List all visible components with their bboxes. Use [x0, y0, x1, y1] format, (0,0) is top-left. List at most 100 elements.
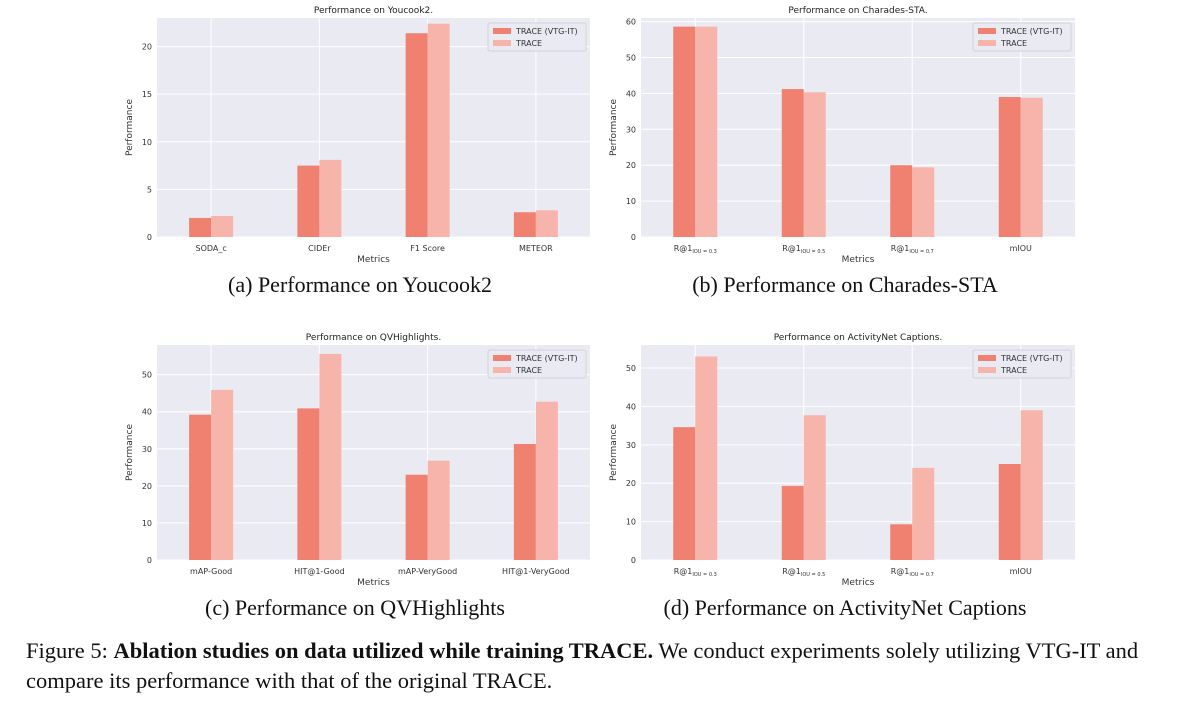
legend: TRACE (VTG-IT) TRACE [972, 22, 1072, 52]
y-tick-label: 15 [142, 90, 152, 99]
y-tick-label: 10 [142, 138, 152, 147]
bar-trace [211, 389, 234, 560]
legend: TRACE (VTG-IT) TRACE [487, 22, 587, 52]
y-tick-label: 40 [626, 89, 636, 98]
x-tick-main: HIT@1-Good [294, 567, 345, 576]
x-tick-label: METEOR [519, 244, 553, 253]
bar-trace-vtg-it [781, 485, 804, 560]
x-tick-sub: IOU = 0.5 [801, 572, 825, 578]
legend-box [972, 22, 1072, 52]
bar-trace-vtg-it [513, 443, 536, 560]
x-tick-label: mAP-Good [190, 567, 232, 576]
y-tick-label: 60 [626, 18, 636, 27]
legend-label: TRACE (VTG-IT) [515, 27, 578, 36]
bar-trace [1020, 410, 1043, 560]
chart-youcook2-svg: 0 5 10 15 20 SODA_c CIDEr F1 Score METEOR Perform… [125, 6, 590, 265]
x-tick-label: SODA_c [195, 244, 226, 253]
legend-label: TRACE [515, 366, 542, 375]
legend-box [972, 349, 1072, 379]
y-tick-label: 50 [626, 53, 636, 62]
chart-title: Performance on Charades-STA. [788, 6, 927, 16]
legend-swatch [978, 355, 996, 361]
bar-trace-vtg-it [189, 414, 212, 560]
y-tick-label: 40 [142, 408, 152, 417]
x-tick-sub: IOU = 0.7 [909, 249, 933, 255]
plot-area [157, 18, 590, 237]
x-tick-main: R@1 [674, 567, 693, 576]
y-tick-label: 5 [147, 185, 152, 194]
x-tick-label: mAP-VeryGood [398, 567, 457, 576]
bar-trace [695, 356, 718, 560]
bar-trace-vtg-it [998, 464, 1021, 560]
x-tick-label: R@1IOU = 0.3 [674, 244, 717, 255]
figure-caption-text: We conduct experiments solely utilizing … [26, 638, 1139, 693]
bar-trace [535, 210, 558, 237]
x-tick-main: R@1 [891, 244, 910, 253]
y-tick-label: 40 [626, 402, 636, 411]
legend: TRACE (VTG-IT) TRACE [487, 349, 587, 379]
y-tick-label: 50 [142, 371, 152, 380]
legend-label: TRACE (VTG-IT) [515, 354, 578, 363]
y-tick-label: 50 [626, 364, 636, 373]
y-tick-label: 10 [142, 519, 152, 528]
x-tick-label: R@1IOU = 0.7 [891, 244, 934, 255]
bar-trace-vtg-it [890, 165, 913, 237]
x-tick-main: mIOU [1010, 567, 1032, 576]
x-tick-main: F1 Score [410, 244, 445, 253]
chart-title: Performance on Youcook2. [314, 6, 433, 16]
y-axis-label: Performance [609, 99, 619, 156]
legend: TRACE (VTG-IT) TRACE [972, 349, 1072, 379]
figure-caption: Figure 5: Ablation studies on data utili… [26, 636, 1186, 696]
y-tick-label: 10 [626, 197, 636, 206]
x-axis-label: Metrics [357, 578, 390, 588]
x-tick-main: R@1 [674, 244, 693, 253]
bar-trace [427, 460, 450, 560]
x-tick-main: METEOR [519, 244, 553, 253]
x-axis-label: Metrics [842, 578, 875, 588]
x-tick-sub: IOU = 0.3 [692, 249, 716, 255]
y-tick-label: 20 [626, 479, 636, 488]
bar-trace-vtg-it [673, 427, 696, 560]
chart-qvhighlights-svg: 0 10 20 30 40 50 mAP-Good HIT@1-Good mAP-VeryGoo… [125, 333, 590, 588]
bar-trace-vtg-it [297, 408, 320, 560]
bar-trace-vtg-it [781, 89, 804, 238]
legend-swatch [493, 367, 511, 373]
subcaption-a: (a) Performance on Youcook2 [228, 272, 492, 297]
x-tick-sub: IOU = 0.3 [692, 572, 716, 578]
x-tick-sub: IOU = 0.5 [801, 249, 825, 255]
y-tick-label: 0 [147, 556, 152, 565]
x-axis-label: Metrics [842, 255, 875, 265]
subcaption-c: (c) Performance on QVHighlights [205, 595, 505, 620]
y-tick-label: 20 [626, 161, 636, 170]
chart-qvhighlights: 0 10 20 30 40 50 mAP-Good HIT@1-Good mAP-VeryGoo… [0, 323, 600, 593]
legend-swatch [978, 367, 996, 373]
legend-swatch [978, 28, 996, 34]
x-tick-main: HIT@1-VeryGood [502, 567, 570, 576]
x-tick-main: R@1 [782, 244, 801, 253]
x-tick-sub: IOU = 0.7 [909, 572, 933, 578]
y-tick-label: 20 [142, 43, 152, 52]
x-tick-label: R@1IOU = 0.5 [782, 244, 825, 255]
legend-label: TRACE [1000, 39, 1027, 48]
legend-label: TRACE (VTG-IT) [1000, 27, 1063, 36]
x-tick-main: mAP-Good [190, 567, 232, 576]
y-tick-label: 0 [631, 233, 636, 242]
y-tick-label: 0 [147, 233, 152, 242]
bar-trace [427, 23, 450, 237]
x-tick-label: R@1IOU = 0.5 [782, 567, 825, 578]
legend-swatch [493, 28, 511, 34]
x-tick-label: mIOU [1010, 567, 1032, 576]
bar-trace [695, 26, 718, 237]
x-tick-main: R@1 [891, 567, 910, 576]
bar-trace [319, 353, 342, 560]
x-tick-main: CIDEr [308, 244, 331, 253]
bar-trace [319, 159, 342, 237]
legend-label: TRACE [1000, 366, 1027, 375]
x-tick-label: HIT@1-VeryGood [502, 567, 570, 576]
legend-swatch [493, 355, 511, 361]
bar-trace-vtg-it [890, 524, 913, 560]
x-tick-label: HIT@1-Good [294, 567, 345, 576]
figure-label: Figure 5: [26, 638, 108, 663]
bar-trace-vtg-it [405, 33, 428, 237]
